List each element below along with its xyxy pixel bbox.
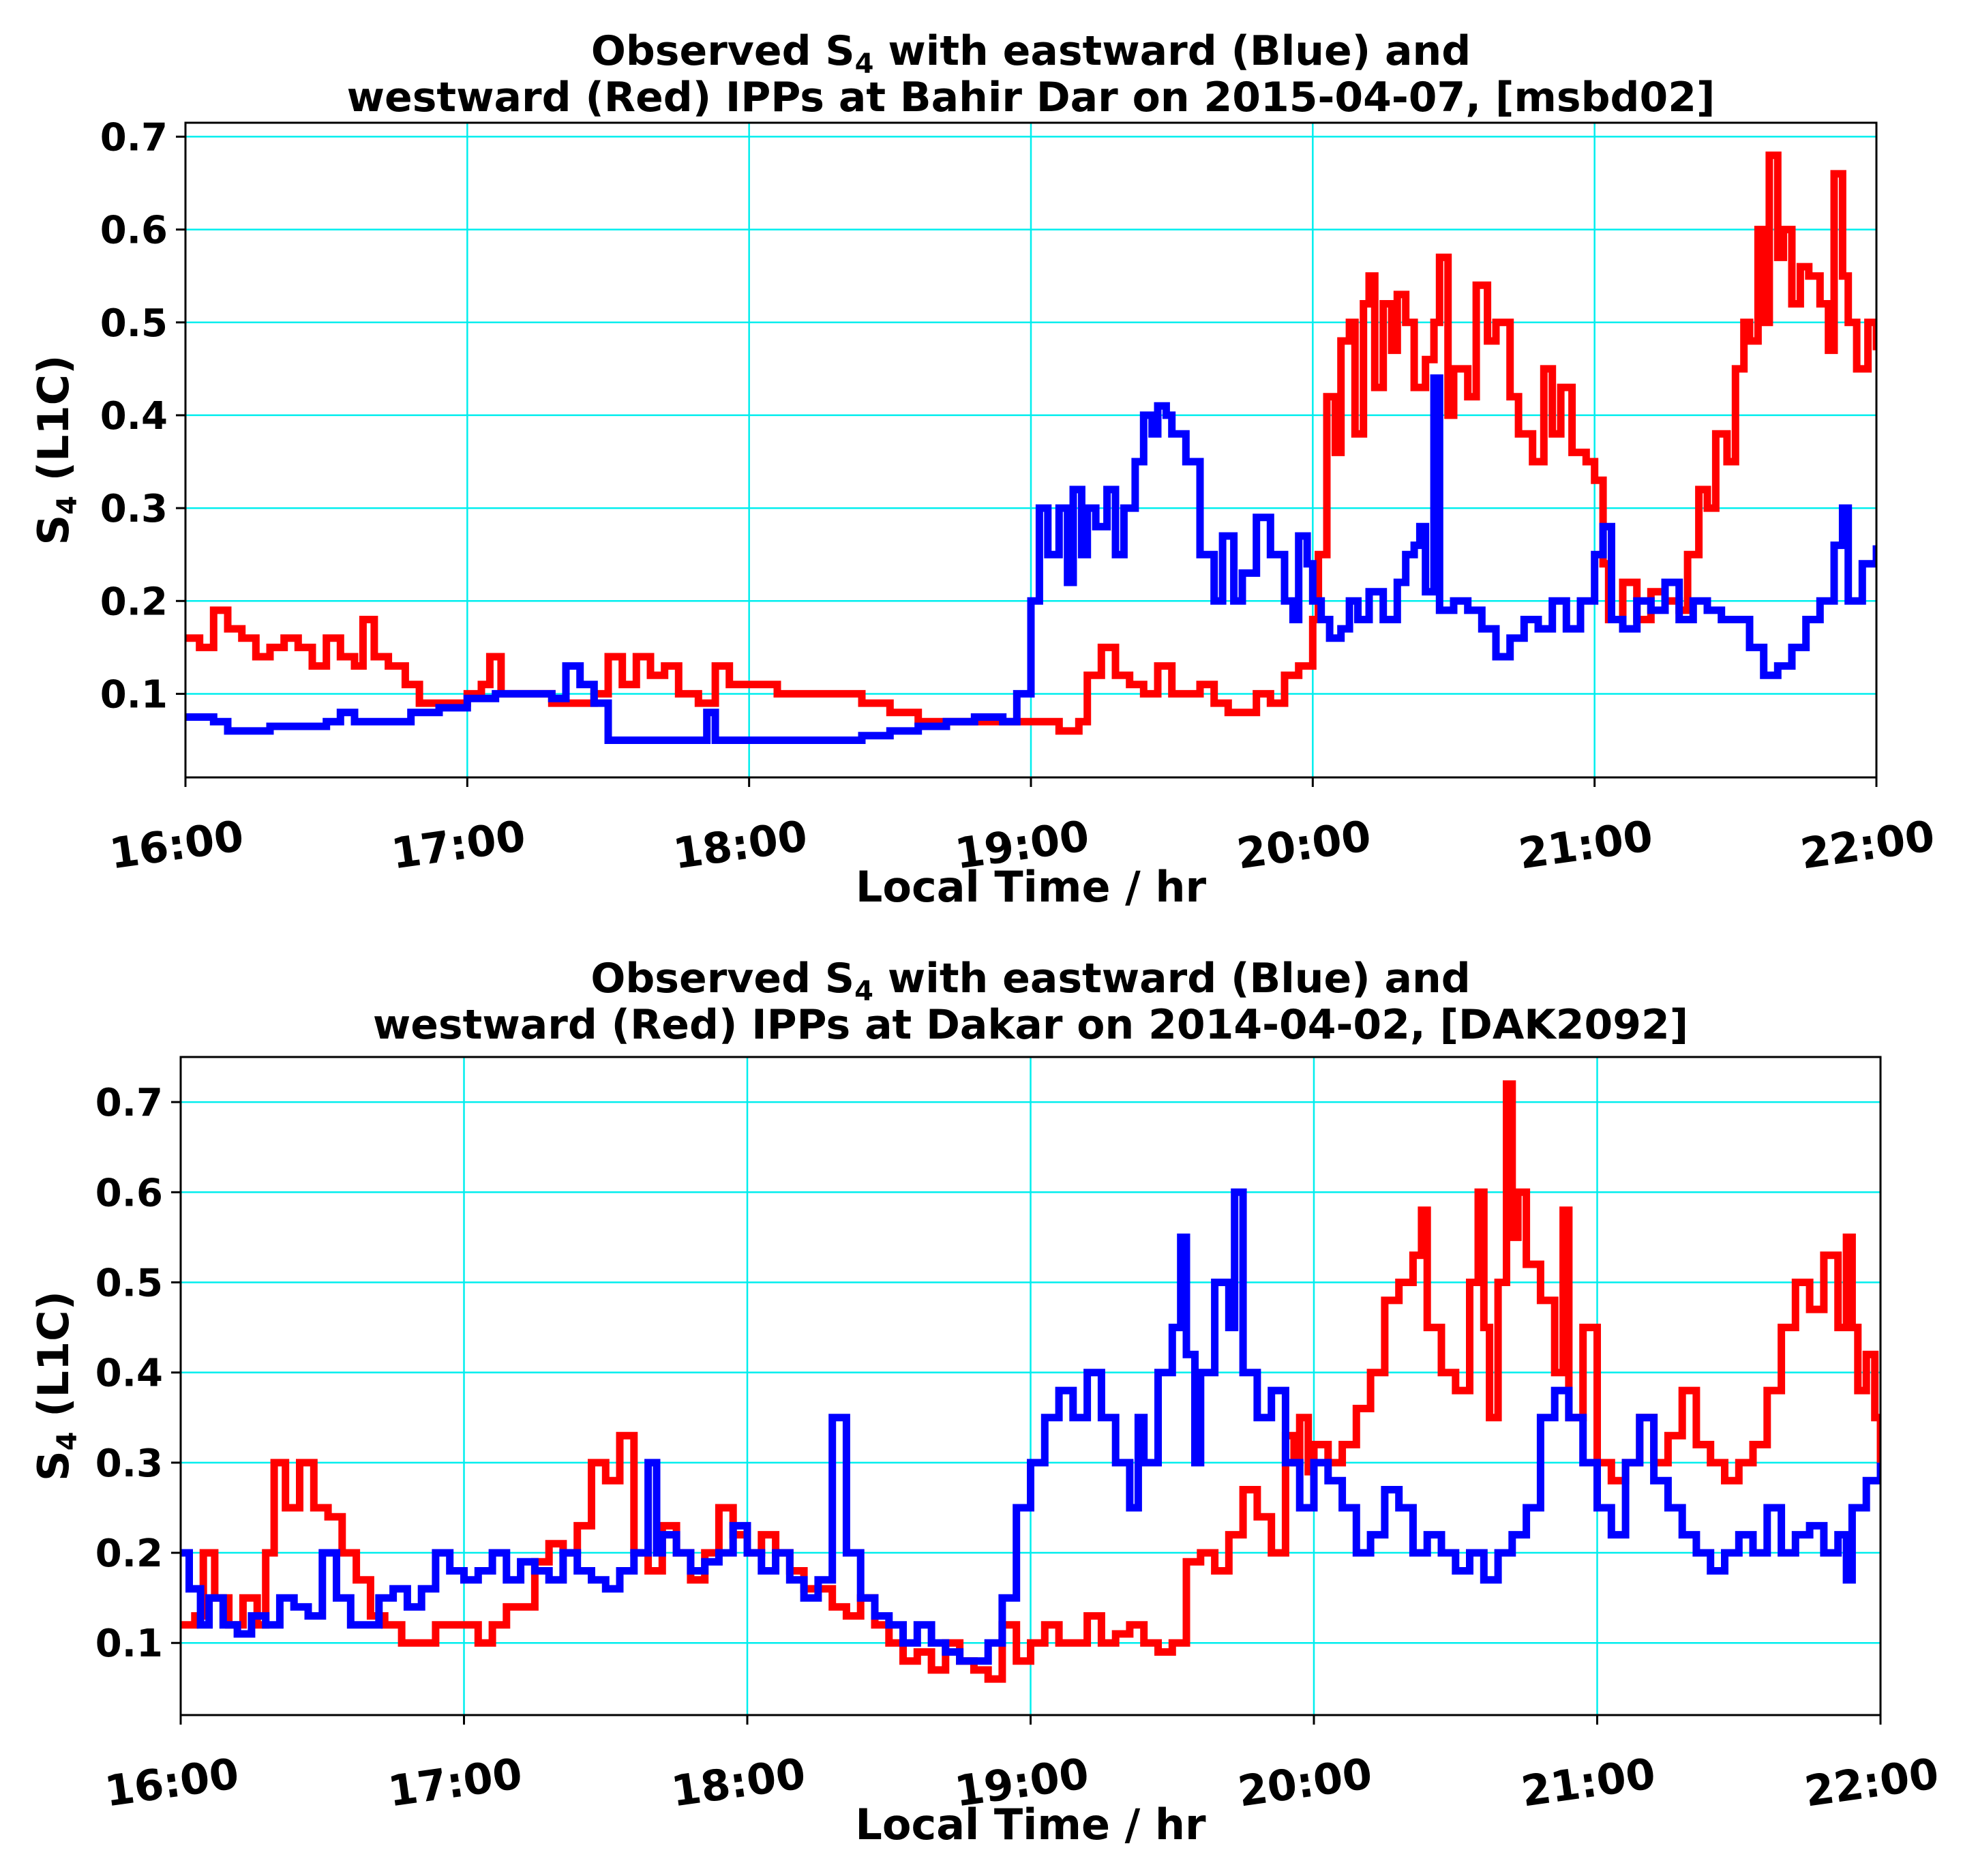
y-tick-label: 0.3 bbox=[95, 1442, 163, 1486]
y-label-text: (L1C) bbox=[29, 1291, 78, 1431]
chart-title-line2: westward (Red) IPPs at Dakar on 2014-04-… bbox=[373, 1001, 1688, 1049]
chart-title-line2: westward (Red) IPPs at Bahir Dar on 2015… bbox=[347, 74, 1715, 121]
y-tick-label: 0.4 bbox=[100, 394, 168, 438]
title-text: Observed S bbox=[590, 955, 854, 1002]
x-tick-label: 21:00 bbox=[1516, 811, 1656, 879]
y-label-subscript: 4 bbox=[52, 496, 83, 515]
series-line-red bbox=[185, 151, 1876, 735]
title-text: with eastward (Blue) and bbox=[873, 955, 1471, 1002]
y-axis-label: S4 (L1C) bbox=[29, 355, 83, 546]
x-axis-label: Local Time / hr bbox=[856, 862, 1207, 912]
x-tick-label: 16:00 bbox=[106, 811, 247, 879]
x-tick-label: 17:00 bbox=[389, 811, 529, 879]
series-line-blue bbox=[181, 1188, 1880, 1665]
y-tick-label: 0.2 bbox=[95, 1532, 163, 1576]
y-tick-label: 0.6 bbox=[100, 209, 168, 253]
y-tick-label: 0.7 bbox=[95, 1081, 163, 1125]
x-tick-label: 22:00 bbox=[1801, 1748, 1942, 1817]
x-tick-label: 18:00 bbox=[668, 1748, 809, 1817]
y-tick-label: 0.4 bbox=[95, 1352, 163, 1396]
x-tick-label: 20:00 bbox=[1235, 1748, 1375, 1817]
x-tick-label: 21:00 bbox=[1518, 1748, 1659, 1817]
series-line-blue bbox=[185, 374, 1876, 744]
x-tick-label: 20:00 bbox=[1234, 811, 1375, 879]
x-tick-label: 17:00 bbox=[385, 1748, 526, 1817]
y-tick-label: 0.3 bbox=[100, 487, 168, 531]
chart-title-line1: Observed S4 with eastward (Blue) and bbox=[591, 27, 1471, 80]
y-label-text: S bbox=[29, 1450, 78, 1481]
chart-title-line1: Observed S4 with eastward (Blue) and bbox=[590, 955, 1470, 1007]
x-axis-label: Local Time / hr bbox=[855, 1800, 1206, 1849]
y-tick-label: 0.5 bbox=[95, 1261, 163, 1305]
x-tick-label: 16:00 bbox=[102, 1748, 242, 1817]
y-axis-label: S4 (L1C) bbox=[29, 1291, 83, 1481]
title-text: with eastward (Blue) and bbox=[873, 27, 1471, 75]
y-label-text: (L1C) bbox=[29, 355, 78, 496]
y-label-text: S bbox=[29, 515, 78, 546]
y-tick-label: 0.5 bbox=[100, 301, 168, 346]
title-subscript: 4 bbox=[854, 976, 873, 1007]
y-label-subscript: 4 bbox=[52, 1431, 83, 1450]
title-text: Observed S bbox=[591, 27, 855, 75]
chart-panel-2: Observed S4 with eastward (Blue) andwest… bbox=[29, 955, 1942, 1849]
y-tick-label: 0.1 bbox=[95, 1622, 163, 1666]
y-tick-label: 0.1 bbox=[100, 672, 168, 717]
y-tick-label: 0.2 bbox=[100, 580, 168, 624]
x-tick-label: 22:00 bbox=[1797, 811, 1938, 879]
x-tick-label: 18:00 bbox=[670, 811, 811, 879]
y-tick-label: 0.7 bbox=[100, 115, 168, 160]
title-subscript: 4 bbox=[855, 48, 874, 80]
chart-panel-1: Observed S4 with eastward (Blue) andwest… bbox=[29, 27, 1938, 912]
y-tick-label: 0.6 bbox=[95, 1171, 163, 1215]
